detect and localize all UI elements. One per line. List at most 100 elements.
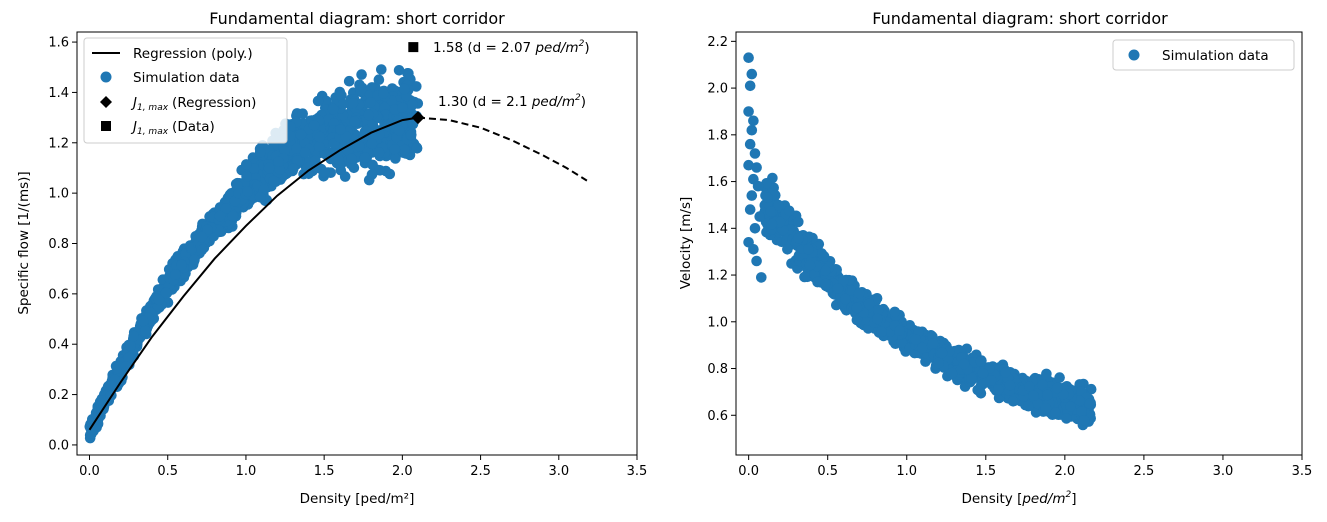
data-point: [977, 368, 989, 379]
data-point: [285, 121, 297, 132]
annotation-text: 1.30 (d = 2.1: [438, 94, 532, 110]
y-tick-label: 0.4: [48, 338, 69, 353]
data-point: [746, 68, 758, 80]
data-point: [407, 99, 418, 110]
data-point: [327, 103, 339, 115]
data-point: [1041, 368, 1052, 380]
annotation-text: 1.58 (d = 2.07: [433, 40, 535, 56]
data-point: [288, 163, 299, 174]
jmax-markers: [408, 42, 425, 125]
data-point: [297, 108, 309, 119]
regression-lines: [88, 116, 588, 431]
data-point: [744, 80, 756, 92]
annotation-unit: ped/m: [531, 94, 575, 110]
data-point: [312, 95, 324, 107]
data-point: [1061, 413, 1072, 424]
chart-title: Fundamental diagram: short corridor: [872, 9, 1168, 28]
x-ticks: 0.0 0.5 1.0 1.5 2.0 2.5 3.0 3.5: [738, 455, 1312, 479]
y-tick-label: 1.0: [48, 187, 69, 202]
data-point: [308, 120, 320, 131]
x-axis-label: Density [ped/m2]: [961, 490, 1076, 507]
x-tick-label: 2.5: [470, 464, 491, 479]
data-point: [1084, 398, 1096, 410]
data-point: [1052, 382, 1063, 394]
y-tick-label: 0.6: [48, 287, 69, 302]
data-point: [363, 174, 375, 186]
data-point: [241, 159, 252, 170]
data-point: [314, 131, 326, 143]
data-point: [356, 69, 367, 80]
data-point: [373, 147, 385, 158]
data-point: [1032, 398, 1043, 410]
data-point: [746, 190, 758, 201]
data-point: [1074, 395, 1085, 407]
x-axis-label: Density [ped/m²]: [300, 491, 415, 507]
legend-box: [1112, 39, 1295, 71]
data-point: [254, 192, 266, 203]
data-point: [189, 254, 200, 265]
legend-diamond-marker: [100, 96, 112, 108]
y-tick-label: 1.4: [707, 222, 728, 237]
data-point: [97, 395, 108, 406]
data-point: [1050, 407, 1061, 418]
data-point: [273, 156, 285, 167]
y-tick-label: 1.4: [48, 86, 69, 101]
data-point: [756, 272, 767, 283]
data-point: [333, 154, 344, 165]
data-point: [196, 244, 208, 256]
legend-jmax-data: J1, max (Data): [130, 119, 215, 137]
data-point: [972, 384, 983, 396]
legend-dot-marker: [100, 71, 112, 83]
jmax-regression-marker: [411, 111, 425, 125]
data-point: [254, 147, 266, 158]
data-point: [85, 428, 97, 439]
data-point: [1042, 389, 1053, 401]
annotation-jmax-data: 1.58 (d = 2.07 ped/m2): [433, 39, 590, 56]
data-point: [411, 143, 423, 154]
annotation-close: ): [581, 94, 586, 110]
legend: Regression (poly.) Simulation data J1, m…: [83, 37, 288, 144]
data-point: [105, 380, 117, 391]
data-point: [872, 313, 883, 325]
data-point: [406, 129, 417, 141]
y-tick-label: 0.8: [48, 237, 69, 252]
data-point: [1079, 415, 1090, 426]
annotation-unit: ped/m: [534, 40, 578, 56]
y-tick-label: 1.6: [707, 175, 728, 190]
data-point: [803, 244, 814, 255]
data-point: [751, 162, 762, 173]
data-point: [411, 81, 422, 92]
y-tick-label: 2.2: [707, 35, 728, 50]
legend-box: [83, 37, 288, 144]
data-point: [818, 251, 830, 262]
velocity-density-chart: Fundamental diagram: short corridor 0.0 0…: [678, 9, 1312, 507]
data-point: [752, 180, 764, 192]
data-point: [285, 130, 296, 142]
legend-simulation: Simulation data: [133, 70, 240, 86]
data-point: [335, 124, 346, 135]
y-tick-label: 0.2: [48, 388, 69, 403]
data-point: [782, 244, 793, 255]
data-point: [214, 210, 226, 222]
data-point: [227, 210, 239, 222]
y-tick-label: 1.0: [707, 315, 728, 330]
x-ticks: 0.0 0.5 1.0 1.5 2.0 2.5 3.0 3.5: [79, 455, 647, 479]
data-point: [160, 287, 172, 299]
data-point: [765, 206, 777, 217]
y-tick-label: 1.2: [48, 136, 69, 151]
data-point: [927, 338, 939, 349]
legend-square-marker: [101, 121, 111, 131]
data-point: [853, 287, 865, 299]
data-point: [292, 155, 303, 166]
data-point: [1023, 400, 1034, 412]
data-point: [749, 223, 761, 234]
data-point: [349, 116, 361, 127]
data-point: [374, 165, 386, 176]
data-point: [140, 325, 151, 337]
data-point: [123, 352, 134, 364]
data-point: [1024, 381, 1035, 392]
data-point: [128, 330, 139, 342]
data-point: [213, 224, 225, 236]
data-point: [359, 152, 371, 163]
data-point: [936, 347, 948, 359]
